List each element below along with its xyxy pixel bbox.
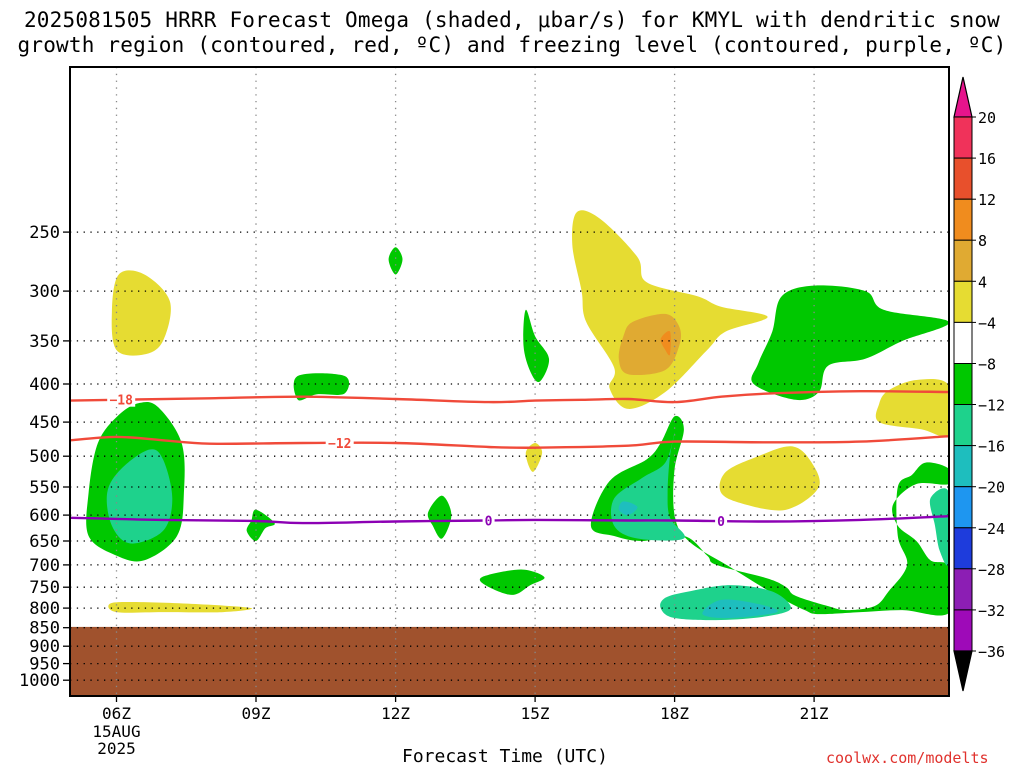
- colorbar-label: −4: [978, 314, 996, 332]
- y-tick-label: 950: [29, 655, 60, 675]
- colorbar-swatch: [953, 363, 973, 406]
- y-tick-label: 750: [29, 578, 60, 598]
- colorbar-label: 8: [978, 232, 987, 250]
- y-tick-label: 900: [29, 637, 60, 657]
- colorbar-swatch: [953, 527, 973, 570]
- y-tick-label: 350: [29, 332, 60, 352]
- omega-region: [246, 509, 275, 542]
- y-tick-label: 1000: [19, 671, 60, 691]
- omega-region: [702, 599, 778, 619]
- colorbar-swatch: [953, 280, 973, 323]
- x-tick-label: 12Z: [381, 704, 410, 723]
- below-ground-area: [70, 626, 949, 696]
- y-tick-label: 600: [29, 506, 60, 526]
- omega-region: [427, 495, 452, 539]
- contour--18: [70, 389, 949, 404]
- omega-region: [523, 309, 550, 383]
- watermark[interactable]: coolwx.com/modelts: [826, 749, 989, 767]
- colorbar-label: 20: [978, 109, 996, 127]
- colorbar-bottom-arrow: [953, 650, 973, 692]
- y-tick-label: 650: [29, 532, 60, 552]
- contour-label-bg: [715, 514, 728, 528]
- contour-lines: [70, 389, 949, 525]
- y-axis: 2503003504004505005506006507007508008509…: [19, 223, 70, 691]
- omega-shading: [86, 210, 949, 621]
- omega-region: [111, 270, 171, 356]
- x-tick-label: 18Z: [660, 704, 689, 723]
- omega-region: [751, 285, 949, 401]
- colorbar-label: −32: [978, 602, 1005, 620]
- chart-title-line-2: growth region (contoured, red, ºC) and f…: [17, 33, 1007, 57]
- contour-label: −18: [109, 394, 133, 409]
- omega-region: [618, 501, 638, 516]
- colorbar-label: −16: [978, 438, 1005, 456]
- y-tick-label: 300: [29, 282, 60, 302]
- colorbar-swatch: [953, 609, 973, 652]
- colorbar-label: 16: [978, 150, 996, 168]
- contour-label: 0: [717, 515, 725, 530]
- colorbar-swatch: [953, 568, 973, 611]
- contour-label-bg: [107, 392, 136, 407]
- colorbar-swatch: [953, 239, 973, 282]
- omega-region: [875, 379, 949, 437]
- contour-labels: −18 −12 0 0: [107, 392, 728, 530]
- omega-region: [479, 569, 545, 595]
- colorbar-swatch: [953, 116, 973, 159]
- plot-frame: [69, 66, 950, 697]
- contour-label-bg: [482, 513, 495, 528]
- omega-region: [388, 247, 403, 275]
- x-tick-sublabel: 2025: [97, 739, 136, 758]
- colorbar-swatch: [953, 321, 973, 364]
- omega-region: [618, 313, 682, 376]
- colorbar-label: −28: [978, 561, 1005, 579]
- contour-label: −12: [328, 437, 351, 452]
- colorbar-label: −20: [978, 479, 1005, 497]
- omega-region: [108, 602, 253, 613]
- omega-region: [525, 443, 543, 472]
- colorbar-label: −8: [978, 356, 996, 374]
- colorbar: 20 16 12 8 4 −4 −8 −12 −16 −20 −24 −28 −32 −36: [953, 76, 1005, 692]
- x-tick-sublabel: 15AUG: [92, 722, 140, 741]
- y-tick-label: 850: [29, 619, 60, 639]
- omega-region: [660, 330, 671, 356]
- omega-region: [719, 446, 820, 511]
- y-tick-label: 400: [29, 375, 60, 395]
- y-tick-label: 800: [29, 599, 60, 619]
- grid-lines: [70, 67, 949, 696]
- y-tick-label: 250: [29, 223, 60, 243]
- colorbar-label: 12: [978, 191, 996, 209]
- colorbar-swatch: [953, 404, 973, 447]
- contour-label-bg: [325, 436, 354, 450]
- y-tick-label: 500: [29, 447, 60, 467]
- y-tick-label: 550: [29, 478, 60, 498]
- x-tick-label: 09Z: [242, 704, 271, 723]
- colorbar-swatch: [953, 445, 973, 488]
- y-tick-label: 450: [29, 413, 60, 433]
- contour-label: 0: [485, 515, 493, 530]
- chart-title-line-1: 2025081505 HRRR Forecast Omega (shaded, …: [23, 8, 1001, 32]
- contour-0: [70, 515, 949, 525]
- colorbar-swatch: [953, 198, 973, 241]
- x-tick-label: 06Z: [102, 704, 131, 723]
- x-tick-label: 15Z: [521, 704, 550, 723]
- x-tick-label: 21Z: [800, 704, 829, 723]
- contour--12: [70, 435, 949, 449]
- colorbar-label: 4: [978, 273, 987, 291]
- y-tick-label: 700: [29, 556, 60, 576]
- colorbar-top-arrow: [953, 76, 973, 118]
- colorbar-label: −12: [978, 397, 1005, 415]
- colorbar-swatch: [953, 157, 973, 200]
- omega-region: [293, 373, 350, 401]
- colorbar-label: −36: [978, 643, 1005, 661]
- omega-region: [929, 488, 949, 566]
- omega-region: [572, 210, 768, 409]
- colorbar-label: −24: [978, 520, 1005, 538]
- colorbar-swatch: [953, 486, 973, 529]
- x-axis-title: Forecast Time (UTC): [402, 746, 608, 767]
